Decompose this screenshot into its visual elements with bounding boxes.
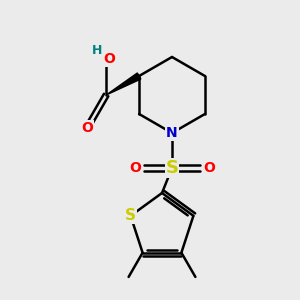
Text: N: N <box>166 126 178 140</box>
Text: O: O <box>81 121 93 135</box>
Text: O: O <box>103 52 115 66</box>
Text: S: S <box>166 159 178 177</box>
Text: O: O <box>129 161 141 175</box>
Polygon shape <box>106 73 141 95</box>
Text: O: O <box>203 161 215 175</box>
Text: H: H <box>92 44 102 56</box>
Text: S: S <box>125 208 136 223</box>
